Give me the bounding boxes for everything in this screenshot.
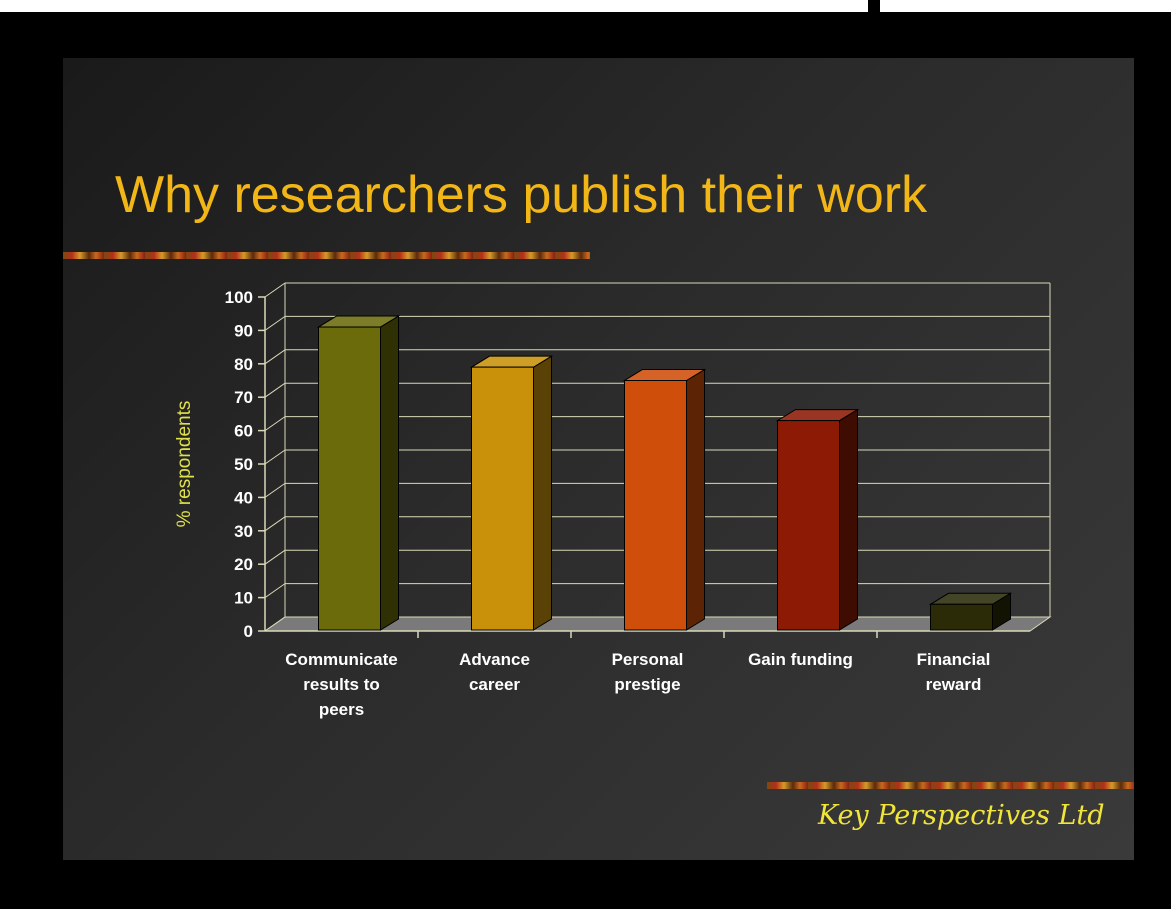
bar	[777, 420, 840, 631]
bar-side	[839, 408, 858, 631]
bar-side	[533, 355, 552, 631]
gridline-side	[264, 382, 286, 398]
bar	[930, 603, 993, 631]
slide-background	[63, 58, 1134, 860]
decorative-bar-top	[63, 252, 590, 259]
y-tick-label: 0	[244, 622, 253, 641]
footer-brand: Key Perspectives Ltd	[818, 800, 1105, 831]
slide-title: Why researchers publish their work	[115, 166, 928, 224]
y-tick-label: 40	[234, 488, 253, 507]
gridline-side	[264, 583, 286, 599]
y-tick-label: 70	[234, 388, 253, 407]
gridline-side	[264, 482, 286, 498]
bar	[624, 380, 687, 631]
y-tick-label: 80	[234, 355, 253, 374]
y-tick-label: 90	[234, 321, 253, 340]
top-border	[0, 0, 1171, 12]
x-category-label: Financial reward	[917, 650, 991, 694]
bar	[471, 366, 534, 631]
gridline-side	[264, 616, 286, 632]
y-tick-label: 20	[234, 555, 253, 574]
x-category-label: Gain funding	[748, 650, 853, 669]
gridline-side	[264, 349, 286, 365]
gridline-side	[264, 449, 286, 465]
y-axis-title: % respondents	[174, 401, 195, 528]
gridline-side	[264, 416, 286, 432]
y-tick-label: 30	[234, 522, 253, 541]
y-tick-label: 10	[234, 589, 253, 608]
gridline-side	[264, 516, 286, 532]
y-tick-label: 100	[225, 288, 253, 307]
x-category-label: Advance career	[459, 650, 530, 694]
x-category-label: Personal prestige	[612, 650, 684, 694]
gridline-side	[264, 282, 286, 298]
y-tick-label: 60	[234, 422, 253, 441]
gridline-side	[264, 315, 286, 331]
decorative-bar-bottom	[767, 782, 1134, 789]
bar	[318, 326, 381, 631]
bar-side	[686, 368, 705, 631]
bar-side	[380, 315, 399, 631]
y-tick-label: 50	[234, 455, 253, 474]
x-category-label: Communicate results to peers	[285, 650, 397, 719]
gridline-side	[264, 549, 286, 565]
